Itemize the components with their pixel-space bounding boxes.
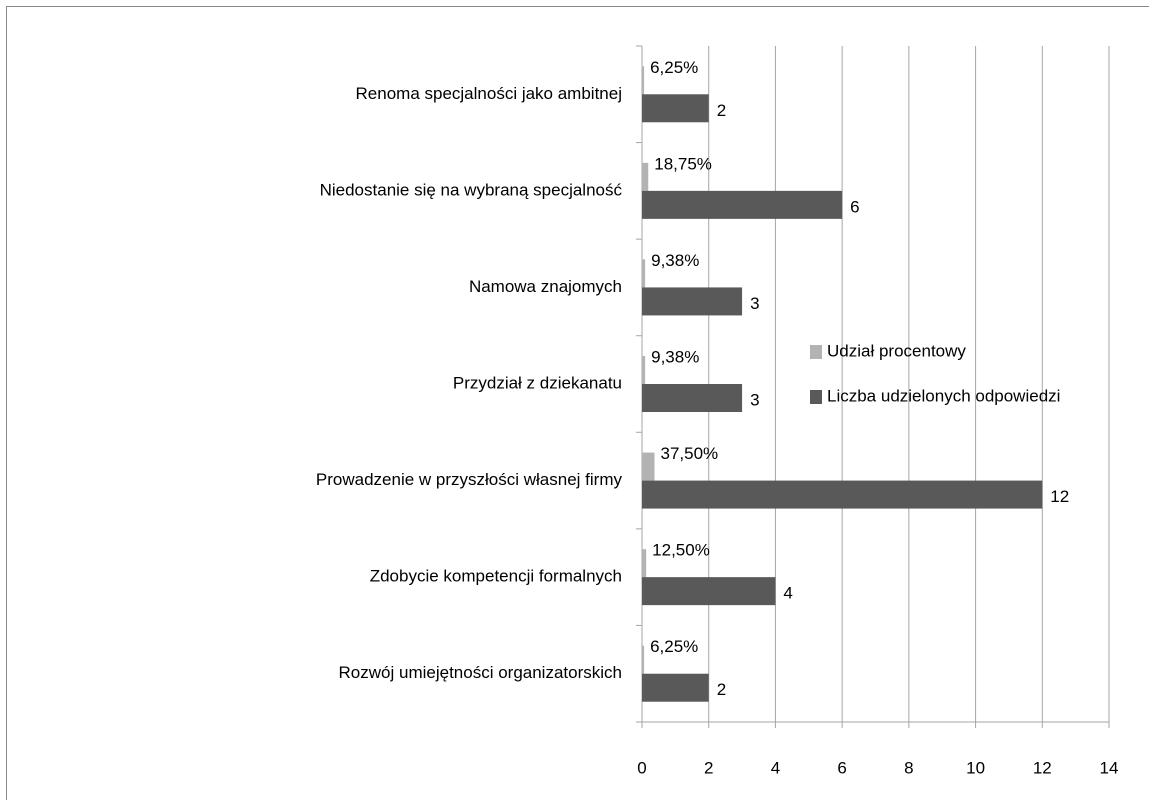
data-label: 2 xyxy=(717,680,726,699)
data-label: 6 xyxy=(850,197,859,216)
chart-border xyxy=(6,6,1149,800)
legend-label: Liczba udzielonych odpowiedzi xyxy=(827,386,1060,405)
x-tick-label: 8 xyxy=(904,758,913,777)
x-tick-label: 2 xyxy=(704,758,713,777)
y-tick-label: Renoma specjalności jako ambitnej xyxy=(356,84,622,103)
x-tick-label: 6 xyxy=(837,758,846,777)
x-tick-label: 12 xyxy=(1033,758,1052,777)
bar xyxy=(642,66,645,95)
legend-swatch xyxy=(810,390,822,404)
bar xyxy=(642,94,709,123)
x-tick-label: 0 xyxy=(637,758,646,777)
data-label: 6,25% xyxy=(650,58,698,77)
data-label: 6,25% xyxy=(650,637,698,656)
data-label: 18,75% xyxy=(654,154,712,173)
bar xyxy=(642,480,1043,509)
x-tick-label: 10 xyxy=(966,758,985,777)
data-label: 3 xyxy=(750,294,759,313)
y-tick-label: Namowa znajomych xyxy=(469,277,622,296)
bar xyxy=(642,259,646,288)
data-label: 37,50% xyxy=(661,444,719,463)
data-label: 3 xyxy=(750,390,759,409)
bar xyxy=(642,549,647,578)
y-tick-label: Przydział z dziekanatu xyxy=(453,373,622,392)
data-label: 9,38% xyxy=(651,251,699,270)
bar xyxy=(642,190,843,219)
x-tick-label: 14 xyxy=(1100,758,1119,777)
bar xyxy=(642,287,743,316)
data-label: 2 xyxy=(717,101,726,120)
y-tick-label: Prowadzenie w przyszłości własnej firmy xyxy=(316,470,623,489)
data-label: 12 xyxy=(1050,487,1069,506)
y-tick-label: Zdobycie kompetencji formalnych xyxy=(370,567,622,586)
x-tick-label: 4 xyxy=(771,758,780,777)
bar xyxy=(642,356,646,384)
legend-swatch xyxy=(810,345,822,359)
data-label: 12,50% xyxy=(652,541,710,560)
bar xyxy=(642,645,645,674)
data-label: 9,38% xyxy=(651,347,699,366)
y-tick-label: Niedostanie się na wybraną specjalność xyxy=(320,180,623,199)
bar xyxy=(642,162,649,191)
legend-label: Udział procentowy xyxy=(827,341,966,360)
bar xyxy=(642,384,743,412)
bar xyxy=(642,673,709,702)
bar xyxy=(642,577,776,606)
y-tick-label: Rozwój umiejętności organizatorskich xyxy=(339,663,622,682)
data-label: 4 xyxy=(783,584,792,603)
bar xyxy=(642,452,655,481)
